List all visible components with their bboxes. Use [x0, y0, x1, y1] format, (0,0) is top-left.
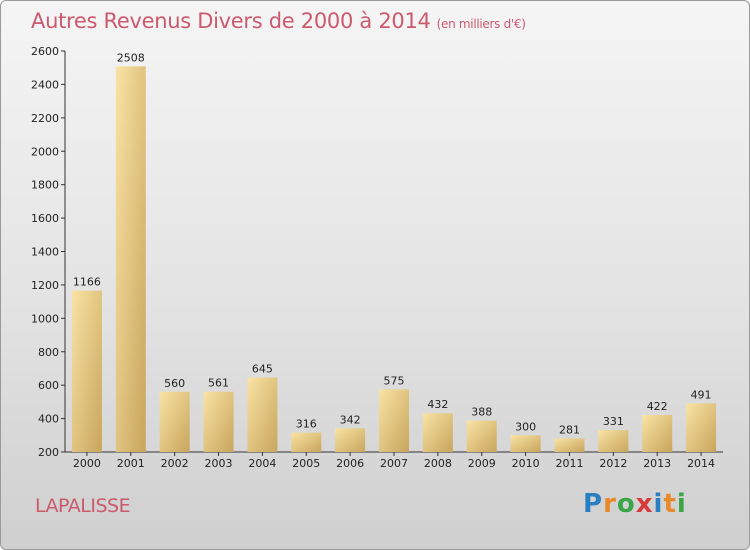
- bar-2009: [466, 420, 497, 452]
- value-label-2003: 561: [208, 377, 229, 390]
- x-tick-label-2007: 2007: [380, 457, 408, 470]
- x-tick-label-2012: 2012: [599, 457, 627, 470]
- logo-letter: i: [653, 489, 664, 519]
- bar-2010: [510, 435, 541, 452]
- y-tick-label: 200: [38, 446, 59, 459]
- value-label-2013: 422: [647, 400, 668, 413]
- bar-2012: [598, 430, 629, 452]
- logo-letter: r: [603, 489, 617, 519]
- x-tick-label-2000: 2000: [73, 457, 101, 470]
- chart-title: Autres Revenus Divers de 2000 à 2014 (en …: [31, 9, 526, 33]
- y-tick-label: 1600: [31, 212, 59, 225]
- y-tick-label: 2600: [31, 45, 59, 58]
- bars: 1166 2508 560 561 645 316 342 575 432 388 300 281 33…: [71, 51, 717, 452]
- x-tick-label-2002: 2002: [161, 457, 189, 470]
- value-label-2001: 2508: [117, 51, 145, 64]
- y-tick-label: 1800: [31, 179, 59, 192]
- value-label-2004: 645: [252, 363, 273, 376]
- value-label-2012: 331: [603, 415, 624, 428]
- bar-2014: [686, 403, 717, 452]
- value-label-2007: 575: [384, 374, 405, 387]
- commune-name: LAPALISSE: [35, 495, 131, 517]
- y-axis: 200 400 600 800 1000 1200 1400 1600 1800 2000 2200…: [31, 45, 66, 459]
- y-tick-label: 800: [38, 346, 59, 359]
- y-tick-label: 1000: [31, 312, 59, 325]
- value-label-2002: 560: [164, 377, 185, 390]
- bar-2000: [71, 290, 102, 452]
- value-label-2011: 281: [559, 423, 580, 436]
- y-tick-label: 1400: [31, 246, 59, 259]
- bar-2003: [203, 391, 234, 452]
- bar-2001: [115, 66, 146, 452]
- bar-2007: [379, 389, 409, 452]
- logo-letter: x: [635, 489, 654, 519]
- logo-letter: t: [663, 489, 677, 519]
- value-label-2005: 316: [296, 418, 317, 431]
- x-tick-label-2001: 2001: [117, 457, 145, 470]
- value-label-2000: 1166: [73, 276, 101, 289]
- logo-letter: i: [676, 489, 687, 519]
- bar-2005: [291, 432, 322, 452]
- bar-2006: [335, 428, 366, 452]
- x-tick-label-2011: 2011: [555, 457, 583, 470]
- y-tick-label: 600: [38, 379, 59, 392]
- x-tick-label-2010: 2010: [512, 457, 540, 470]
- x-tick-label-2008: 2008: [424, 457, 452, 470]
- value-label-2006: 342: [340, 413, 361, 426]
- x-tick-label-2014: 2014: [687, 457, 715, 470]
- x-tick-label-2004: 2004: [248, 457, 276, 470]
- value-label-2010: 300: [515, 420, 536, 433]
- logo-letter: P: [583, 489, 604, 519]
- bar-2013: [642, 414, 673, 452]
- value-label-2009: 388: [471, 406, 492, 419]
- x-axis: 2000 2001 2002 2003 2004 2005 2006 2007 2008 2009…: [65, 451, 723, 470]
- value-label-2008: 432: [427, 398, 448, 411]
- x-tick-label-2003: 2003: [205, 457, 233, 470]
- y-tick-label: 2200: [31, 112, 59, 125]
- x-tick-label-2009: 2009: [468, 457, 496, 470]
- y-tick-label: 2000: [31, 145, 59, 158]
- bar-2008: [422, 413, 453, 452]
- x-tick-label-2006: 2006: [336, 457, 364, 470]
- y-tick-label: 1200: [31, 279, 59, 292]
- y-tick-label: 2400: [31, 78, 59, 91]
- chart-title-main: Autres Revenus Divers de 2000 à 2014: [31, 9, 431, 33]
- x-tick-label-2013: 2013: [643, 457, 671, 470]
- value-label-2014: 491: [691, 388, 712, 401]
- bar-2002: [159, 391, 190, 452]
- proxiti-logo[interactable]: Proxiti: [583, 489, 687, 519]
- bar-2011: [554, 438, 585, 452]
- x-tick-label-2005: 2005: [292, 457, 320, 470]
- bar-2004: [247, 377, 278, 452]
- logo-letter: o: [616, 489, 636, 519]
- y-tick-label: 400: [38, 413, 59, 426]
- chart-title-unit: (en milliers d'€): [436, 17, 526, 31]
